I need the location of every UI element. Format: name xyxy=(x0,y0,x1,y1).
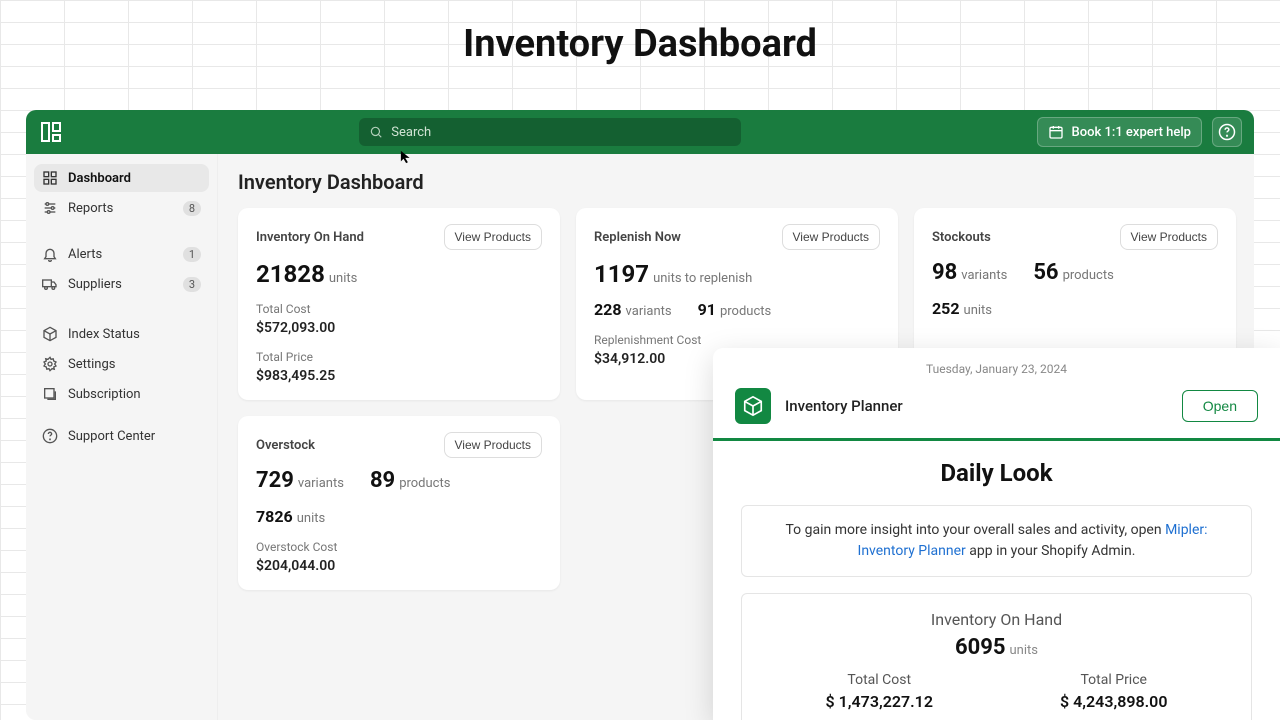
help-icon xyxy=(42,428,58,444)
modal-app-name: Inventory Planner xyxy=(785,397,903,415)
search-input[interactable]: Search xyxy=(359,118,741,146)
sidebar-item-subscription[interactable]: Subscription xyxy=(34,380,209,408)
cursor-icon xyxy=(400,150,414,164)
sidebar-item-suppliers[interactable]: Suppliers 3 xyxy=(34,270,209,298)
sidebar-item-reports[interactable]: Reports 8 xyxy=(34,194,209,222)
modal-separator xyxy=(713,438,1280,441)
card-overstock: Overstock View Products 729variants 89pr… xyxy=(238,416,560,590)
card-title: Overstock xyxy=(256,438,315,453)
search-placeholder: Search xyxy=(391,125,431,140)
app-logo-icon xyxy=(38,119,64,145)
reports-badge: 8 xyxy=(183,201,201,216)
calendar-icon xyxy=(1048,124,1064,140)
card-title: Replenish Now xyxy=(594,230,681,245)
topbar: Search Book 1:1 expert help xyxy=(26,110,1254,154)
modal-date: Tuesday, January 23, 2024 xyxy=(713,348,1280,376)
page-title: Inventory Dashboard xyxy=(0,22,1280,66)
daily-look-modal: Tuesday, January 23, 2024 Inventory Plan… xyxy=(713,348,1280,720)
box-icon xyxy=(42,326,58,342)
layers-icon xyxy=(42,386,58,402)
sidebar-item-index-status[interactable]: Index Status xyxy=(34,320,209,348)
search-icon xyxy=(369,125,383,139)
planner-app-icon xyxy=(735,388,771,424)
help-button[interactable] xyxy=(1212,117,1242,147)
modal-stats-box: Inventory On Hand 6095units Total Cost $… xyxy=(741,593,1252,720)
card-title: Stockouts xyxy=(932,230,991,245)
main-title: Inventory Dashboard xyxy=(238,170,1234,194)
truck-icon xyxy=(42,276,58,292)
gear-icon xyxy=(42,356,58,372)
sliders-icon xyxy=(42,200,58,216)
ioh-units: 21828 xyxy=(256,260,325,288)
view-products-button[interactable]: View Products xyxy=(444,224,542,250)
open-button[interactable]: Open xyxy=(1182,390,1258,422)
suppliers-badge: 3 xyxy=(183,277,201,292)
card-inventory-on-hand: Inventory On Hand View Products 21828uni… xyxy=(238,208,560,400)
view-products-button[interactable]: View Products xyxy=(444,432,542,458)
book-expert-button[interactable]: Book 1:1 expert help xyxy=(1037,117,1202,147)
card-title: Inventory On Hand xyxy=(256,230,364,245)
sidebar: Dashboard Reports 8 Alerts 1 Suppliers 3 xyxy=(26,154,218,720)
sidebar-item-alerts[interactable]: Alerts 1 xyxy=(34,240,209,268)
sidebar-item-dashboard[interactable]: Dashboard xyxy=(34,164,209,192)
grid-icon xyxy=(42,170,58,186)
question-icon xyxy=(1218,123,1236,141)
modal-title: Daily Look xyxy=(741,459,1252,487)
sidebar-item-support-center[interactable]: Support Center xyxy=(34,422,209,450)
alerts-badge: 1 xyxy=(183,247,201,262)
insight-message: To gain more insight into your overall s… xyxy=(741,505,1252,577)
view-products-button[interactable]: View Products xyxy=(782,224,880,250)
view-products-button[interactable]: View Products xyxy=(1120,224,1218,250)
bell-icon xyxy=(42,246,58,262)
sidebar-item-settings[interactable]: Settings xyxy=(34,350,209,378)
